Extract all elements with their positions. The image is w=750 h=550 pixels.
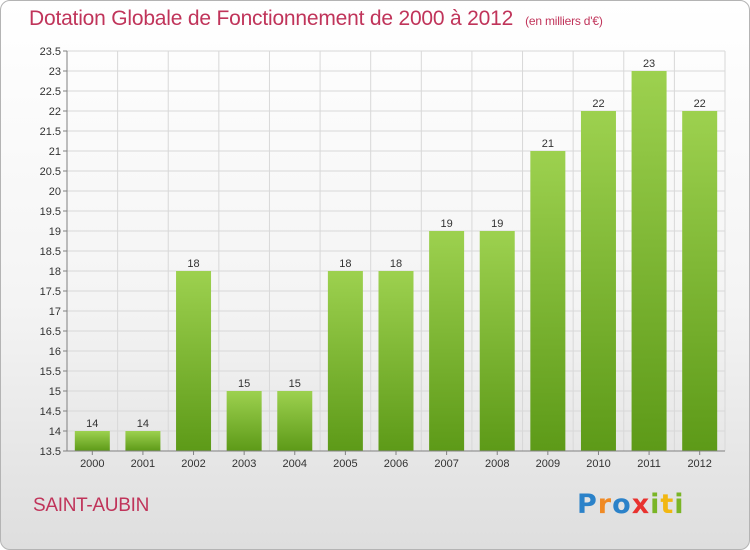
x-tick-label: 2010 [586, 458, 610, 470]
bar [580, 111, 616, 451]
bar [176, 271, 212, 451]
data-label: 19 [440, 218, 452, 230]
logo-letter: i [650, 489, 661, 520]
y-tick-label: 17 [49, 306, 61, 318]
data-label: 21 [542, 138, 554, 150]
logo-letter: o [612, 489, 632, 520]
y-tick-label: 15.5 [40, 366, 61, 378]
commune-name: SAINT-AUBIN [33, 495, 149, 516]
x-tick-label: 2003 [232, 458, 256, 470]
data-label: 19 [491, 218, 503, 230]
chart-title-text: Dotation Globale de Fonctionnement de 20… [29, 7, 514, 30]
data-label: 15 [289, 378, 301, 390]
y-tick-label: 14.5 [40, 406, 61, 418]
x-tick-label: 2002 [181, 458, 205, 470]
bar [277, 391, 313, 451]
data-label: 22 [592, 98, 604, 110]
data-label: 15 [238, 378, 250, 390]
bar [74, 431, 110, 451]
logo-letter: r [597, 489, 613, 520]
data-label: 14 [86, 418, 98, 430]
bar [378, 271, 414, 451]
x-tick-label: 2001 [131, 458, 155, 470]
data-label: 14 [137, 418, 149, 430]
y-tick-label: 21 [49, 146, 61, 158]
y-tick-label: 16 [49, 346, 61, 358]
y-tick-label: 17.5 [40, 286, 61, 298]
y-tick-label: 19.5 [40, 206, 61, 218]
logo-letter: x [631, 489, 651, 520]
y-tick-label: 22.5 [40, 86, 61, 98]
bar [327, 271, 363, 451]
y-tick-label: 13.5 [40, 446, 61, 458]
y-tick-label: 14 [49, 426, 61, 438]
labels: 13.5 14 14.5 15 15.5 16 16.5 17 17.5 18 18.5 19 19.5… [40, 46, 712, 470]
y-tick-label: 18.5 [40, 246, 61, 258]
logo-letter: t [660, 489, 675, 520]
y-tick-label: 19 [49, 226, 61, 238]
data-label: 18 [390, 258, 402, 270]
data-label: 18 [187, 258, 199, 270]
y-tick-label: 15 [49, 386, 61, 398]
y-tick-label: 23.5 [40, 46, 61, 58]
data-label: 22 [694, 98, 706, 110]
logo-letter: i [674, 489, 685, 520]
chart-title: Dotation Globale de Fonctionnement de 20… [29, 7, 603, 31]
y-tick-label: 21.5 [40, 126, 61, 138]
x-tick-label: 2007 [434, 458, 458, 470]
x-tick-label: 2004 [283, 458, 307, 470]
y-tick-label: 18 [49, 266, 61, 278]
data-label: 18 [339, 258, 351, 270]
chart-subtitle: (en milliers d'€) [525, 14, 603, 28]
bar [429, 231, 465, 451]
x-tick-label: 2011 [637, 458, 661, 470]
bar [631, 71, 667, 451]
x-tick-label: 2005 [333, 458, 357, 470]
proxiti-logo: Proxiti [577, 489, 685, 520]
x-tick-label: 2006 [384, 458, 408, 470]
x-tick-label: 2009 [536, 458, 560, 470]
x-tick-label: 2000 [80, 458, 104, 470]
bar [125, 431, 161, 451]
y-tick-label: 20 [49, 186, 61, 198]
y-tick-label: 20.5 [40, 166, 61, 178]
y-tick-label: 16.5 [40, 326, 61, 338]
axes [63, 50, 725, 455]
bars [74, 71, 718, 451]
data-label: 23 [643, 58, 655, 70]
x-tick-label: 2012 [687, 458, 711, 470]
logo-letter: P [577, 489, 598, 520]
bar [682, 111, 718, 451]
bar [530, 151, 566, 451]
x-tick-label: 2008 [485, 458, 509, 470]
y-tick-label: 23 [49, 66, 61, 78]
bar [226, 391, 262, 451]
bar [479, 231, 515, 451]
y-tick-label: 22 [49, 106, 61, 118]
